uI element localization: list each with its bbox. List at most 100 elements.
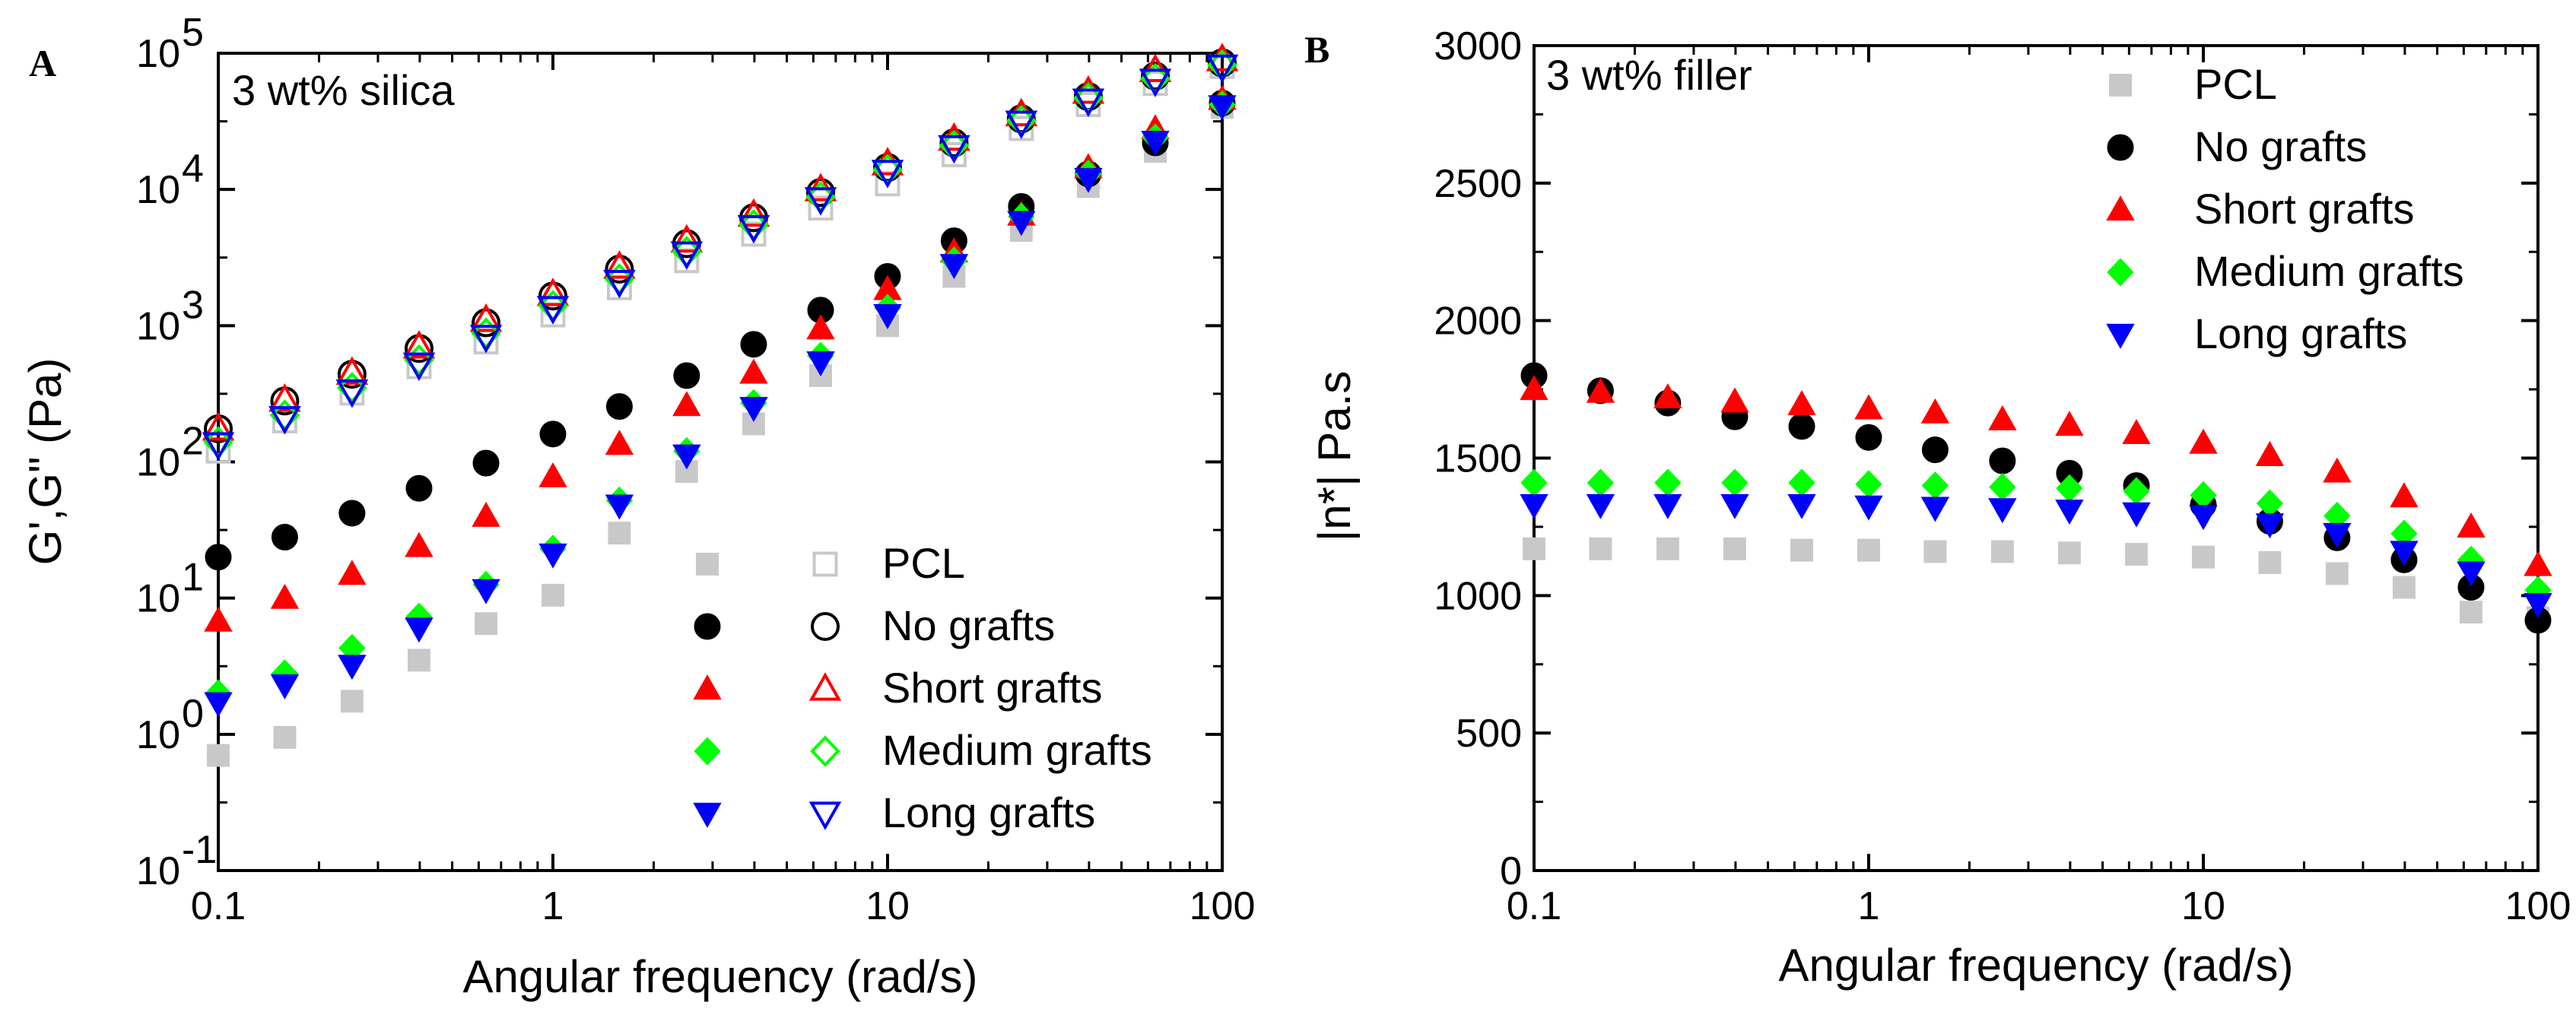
legend-a-label-long-grafts: Long grafts bbox=[882, 788, 1095, 836]
panel-a-point-filled-long-grafts bbox=[605, 494, 634, 520]
legend-a-label-short-grafts: Short grafts bbox=[882, 664, 1102, 712]
panel-a-point-filled-short-grafts bbox=[204, 606, 233, 632]
panel-b-point-short-grafts bbox=[2390, 482, 2419, 508]
panel-b-point-pcl bbox=[2057, 541, 2081, 565]
panel-b-point-long-grafts bbox=[2055, 500, 2084, 525]
panel-a-y-tick-exponent: 4 bbox=[182, 147, 204, 191]
panel-a-point-filled-long-grafts bbox=[739, 397, 768, 423]
panel-b-point-short-grafts bbox=[1854, 394, 1883, 420]
panel-b-point-pcl bbox=[2125, 543, 2148, 566]
panel-a-point-open-long-grafts bbox=[603, 270, 636, 299]
panel-a-point-filled-long-grafts bbox=[472, 579, 500, 604]
panel-a-point-open-short-grafts bbox=[1139, 53, 1172, 82]
panel-a-point-filled-no-grafts bbox=[605, 393, 633, 420]
panel-b-point-short-grafts bbox=[2255, 441, 2285, 466]
panel-a-point-open-long-grafts bbox=[871, 160, 904, 189]
panel-a-y-tick-label: 10 bbox=[136, 577, 180, 621]
panel-b-y-tick-label: 2000 bbox=[1434, 300, 1522, 344]
panel-b-legend: PCL No grafts Short grafts Medium grafts Lon… bbox=[2106, 60, 2464, 357]
panel-b-point-long-grafts bbox=[2524, 593, 2552, 619]
panel-b-point-no-grafts bbox=[1855, 423, 1882, 451]
panel-b-y-tick-label: 1000 bbox=[1434, 574, 1522, 618]
panel-b-point-long-grafts bbox=[1854, 495, 1883, 521]
panel-a-point-filled-long-grafts bbox=[405, 617, 434, 643]
panel-b-point-short-grafts bbox=[2524, 550, 2552, 576]
panel-a-point-open-medium-grafts bbox=[337, 372, 367, 404]
panel-b-point-pcl bbox=[1790, 538, 1813, 562]
legend-b-marker-medium-grafts bbox=[2107, 258, 2134, 287]
panel-a-point-open-long-grafts bbox=[1205, 54, 1239, 84]
panel-a-point-open-short-grafts bbox=[469, 303, 503, 332]
panel-b-point-long-grafts bbox=[1586, 493, 1615, 519]
panel-a-point-open-long-grafts bbox=[469, 325, 503, 354]
panel-b-point-medium-grafts bbox=[1921, 471, 1949, 500]
panel-b-y-axis-label: |n*| Pa.s bbox=[1309, 371, 1360, 542]
panel-a-point-filled-long-grafts bbox=[1141, 130, 1170, 156]
panel-b-letter: B bbox=[1304, 28, 1329, 71]
panel-a-point-open-short-grafts bbox=[536, 278, 570, 306]
panel-b-point-medium-grafts bbox=[1654, 468, 1682, 497]
panel-a-y-tick-label: 10 bbox=[136, 849, 180, 893]
panel-a-point-open-long-grafts bbox=[670, 241, 704, 271]
legend-a-label-medium-grafts: Medium grafts bbox=[882, 726, 1152, 774]
legend-a-open-medium-grafts bbox=[810, 735, 840, 767]
panel-a-point-filled-pcl bbox=[207, 744, 230, 767]
panel-a-x-tick-label: 10 bbox=[866, 884, 910, 928]
panel-a-point-open-long-grafts bbox=[1005, 110, 1038, 140]
panel-a-point-filled-pcl bbox=[407, 649, 430, 672]
panel-a-data bbox=[202, 43, 1239, 767]
legend-a-open-short-grafts bbox=[808, 672, 842, 701]
panel-a-point-filled-pcl bbox=[542, 583, 564, 607]
panel-b-point-medium-grafts bbox=[1721, 468, 1749, 497]
panel-b-point-pcl bbox=[2460, 601, 2482, 623]
panel-b-point-no-grafts bbox=[1921, 436, 1949, 464]
panel-a-x-tick-label: 100 bbox=[1190, 884, 1256, 928]
legend-b-marker-pcl bbox=[2109, 74, 2132, 97]
panel-a-point-filled-long-grafts bbox=[338, 655, 367, 680]
panel-a-point-open-long-grafts bbox=[202, 432, 235, 462]
legend-b-label-medium-grafts: Medium grafts bbox=[2194, 247, 2464, 295]
legend-b-marker-long-grafts bbox=[2106, 323, 2135, 349]
legend-a-filled-no-grafts bbox=[694, 613, 721, 640]
panel-a-point-open-long-grafts bbox=[335, 379, 369, 408]
panel-b-point-long-grafts bbox=[1520, 493, 1548, 519]
panel-b-y-tick-label: 2500 bbox=[1434, 162, 1522, 206]
panel-b-y-tick-label: 3000 bbox=[1434, 24, 1522, 68]
panel-b-frame bbox=[1533, 44, 2539, 872]
panel-a-point-filled-long-grafts bbox=[204, 692, 233, 718]
panel-b-annotation: 3 wt% filler bbox=[1546, 51, 1752, 99]
panel-b-point-pcl bbox=[1923, 540, 1947, 563]
panel-a-point-open-short-grafts bbox=[603, 250, 636, 279]
panel-b: B 3 wt% filler Angular frequency (rad/s)… bbox=[1304, 24, 2571, 991]
panel-b-point-medium-grafts bbox=[1587, 468, 1615, 497]
panel-b-point-long-grafts bbox=[2323, 522, 2352, 548]
panel-b-y-tick-label: 500 bbox=[1456, 712, 1522, 756]
panel-a-point-open-pcl bbox=[941, 141, 967, 167]
panel-b-point-pcl bbox=[1723, 537, 1746, 560]
panel-b-point-long-grafts bbox=[1920, 496, 1950, 522]
panel-a-point-open-long-grafts bbox=[938, 135, 970, 164]
panel-a-legend: PCL No grafts Short grafts Medium grafts Lon… bbox=[693, 539, 1152, 836]
panel-b-point-long-grafts bbox=[1653, 493, 1682, 519]
panel-b-point-long-grafts bbox=[2390, 541, 2419, 566]
panel-b-point-no-grafts bbox=[1989, 447, 2016, 474]
panel-a-point-filled-short-grafts bbox=[270, 583, 300, 609]
panel-b-point-pcl bbox=[2192, 545, 2215, 569]
panel-a-point-filled-pcl bbox=[475, 612, 497, 636]
panel-a-point-filled-no-grafts bbox=[271, 524, 298, 551]
panel-a-point-open-long-grafts bbox=[1139, 68, 1172, 97]
panel-a-point-filled-short-grafts bbox=[405, 531, 434, 557]
panel-a-y-tick-label: 10 bbox=[136, 441, 180, 485]
panel-a-letter: A bbox=[29, 42, 56, 84]
panel-a-x-tick-label: 1 bbox=[542, 884, 564, 928]
legend-b-marker-short-grafts bbox=[2106, 195, 2135, 221]
panel-b-point-short-grafts bbox=[1920, 398, 1950, 423]
panel-b-point-medium-grafts bbox=[1855, 470, 1882, 499]
panel-a-point-open-short-grafts bbox=[670, 224, 704, 253]
panel-b-point-long-grafts bbox=[2255, 513, 2285, 539]
panel-a-point-open-long-grafts bbox=[268, 406, 301, 435]
panel-a-y-tick-label: 10 bbox=[136, 168, 180, 212]
panel-b-point-pcl bbox=[2325, 562, 2349, 585]
